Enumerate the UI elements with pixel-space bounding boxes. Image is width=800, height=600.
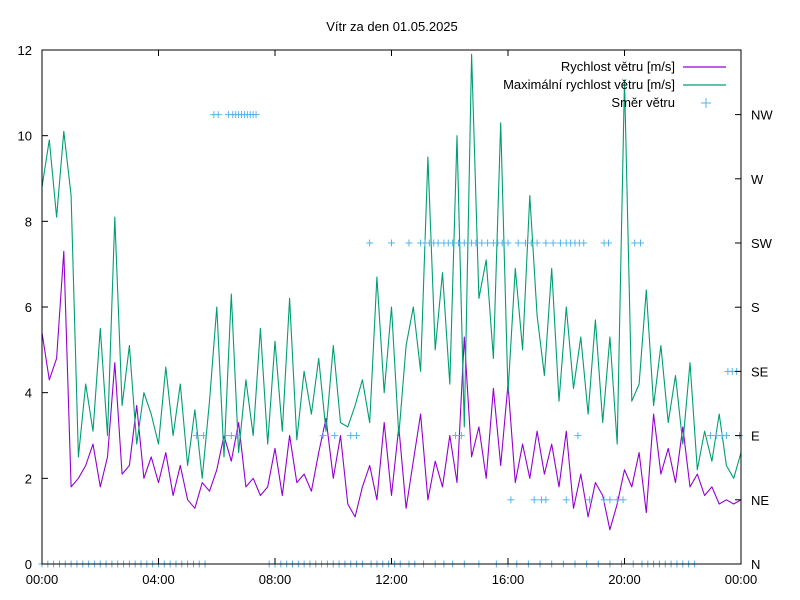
chart-title: Vítr za den 01.05.2025 (326, 19, 458, 34)
direction-point (366, 239, 374, 247)
x-tick-label: 20:00 (608, 572, 641, 587)
x-tick-label: 08:00 (259, 572, 292, 587)
direction-point (586, 496, 594, 504)
direction-point (460, 239, 468, 247)
direction-point (606, 496, 614, 504)
direction-point (214, 111, 222, 119)
legend-swatch-wind-direction (701, 98, 711, 108)
y2-tick-label: N (751, 557, 760, 572)
y2-tick-label: NE (751, 493, 769, 508)
y-tick-label: 6 (25, 300, 32, 315)
axes: 00:00 04:00 08:00 12:00 16:00 20:00 00:0002468… (18, 43, 774, 587)
direction-point (542, 239, 550, 247)
y-tick-label: 0 (25, 557, 32, 572)
direction-point (233, 432, 241, 440)
y2-tick-label: E (751, 429, 760, 444)
direction-point (530, 496, 538, 504)
direction-point (388, 239, 395, 247)
direction-point (562, 496, 570, 504)
legend-label-max-wind-speed: Maximální rychlost větru [m/s] (503, 77, 675, 92)
legend: Rychlost větru [m/s] Maximální rychlost … (503, 59, 726, 110)
direction-point (200, 432, 208, 440)
y2-tick-label: W (751, 172, 764, 187)
direction-point (619, 496, 627, 504)
direction-point (319, 432, 327, 440)
direction-point (574, 432, 582, 440)
y-tick-label: 4 (25, 386, 32, 401)
direction-point (549, 239, 557, 247)
y-tick-label: 8 (25, 214, 32, 229)
x-tick-label: 12:00 (375, 572, 408, 587)
legend-label-wind-speed: Rychlost větru [m/s] (561, 59, 675, 74)
y-tick-label: 12 (18, 43, 32, 58)
direction-point (405, 239, 413, 247)
direction-point (353, 432, 361, 440)
direction-point (252, 111, 260, 119)
direction-point (580, 239, 588, 247)
y2-tick-label: NW (751, 108, 773, 123)
series-line-max-wind-speed (41, 53, 742, 479)
y-tick-label: 2 (25, 471, 32, 486)
y2-tick-label: SW (751, 236, 773, 251)
direction-point (637, 239, 645, 247)
direction-point (504, 239, 512, 247)
direction-point (457, 432, 465, 440)
direction-point (507, 496, 515, 504)
y2-tick-label: S (751, 300, 760, 315)
legend-label-wind-direction: Směr větru (611, 95, 675, 110)
direction-point (604, 239, 612, 247)
series-line-wind-speed (41, 250, 742, 531)
plot-series (38, 53, 744, 568)
direction-point (722, 432, 730, 440)
x-tick-label: 00:00 (26, 572, 59, 587)
direction-point (542, 496, 550, 504)
x-tick-label: 16:00 (492, 572, 525, 587)
x-tick-label: 00:00 (725, 572, 758, 587)
y-tick-label: 10 (18, 129, 32, 144)
y2-tick-label: SE (751, 364, 769, 379)
direction-point (192, 432, 200, 440)
x-tick-label: 04:00 (142, 572, 175, 587)
direction-point (514, 239, 522, 247)
direction-point (533, 239, 541, 247)
direction-point (331, 432, 339, 440)
